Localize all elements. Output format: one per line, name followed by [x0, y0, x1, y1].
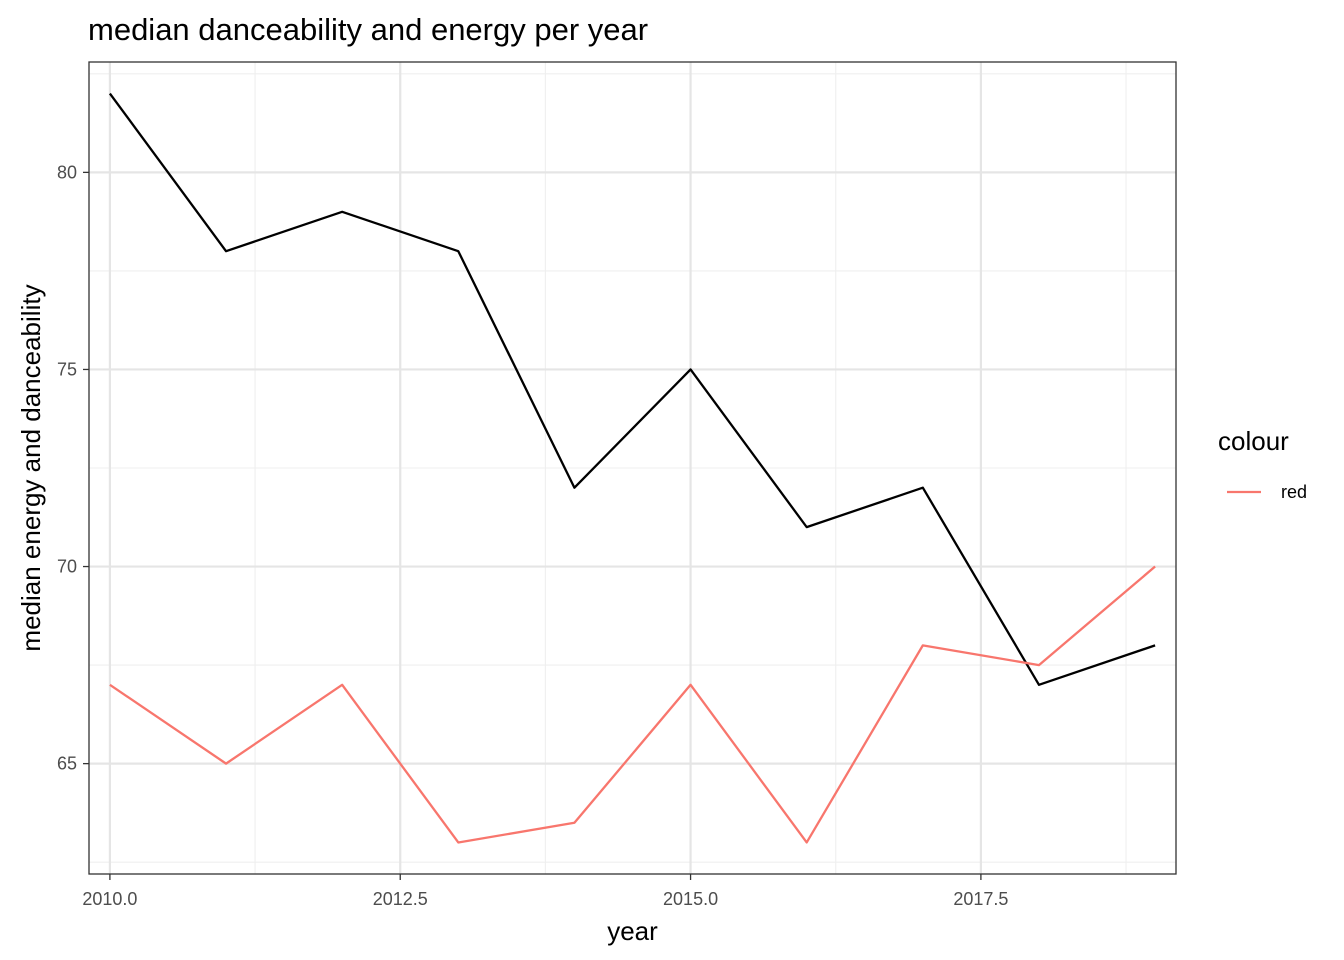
- minor-gridlines: [89, 62, 1176, 874]
- legend: colour red: [1218, 426, 1307, 502]
- y-tick-label: 75: [57, 359, 77, 379]
- series-line-black: [108, 92, 1156, 686]
- x-tick-label: 2015.0: [663, 889, 718, 909]
- y-tick-label: 80: [57, 162, 77, 182]
- x-tick-label: 2017.5: [953, 889, 1008, 909]
- y-axis-tick-labels: 65 70 75 80: [57, 162, 77, 773]
- major-gridlines: [89, 62, 1176, 874]
- series-line-red: [109, 565, 1156, 844]
- y-tick-label: 70: [57, 557, 77, 577]
- axis-ticks: [83, 171, 982, 880]
- legend-title: colour: [1218, 426, 1289, 456]
- chart-title: median danceability and energy per year: [88, 12, 648, 47]
- series-lines: [108, 92, 1156, 844]
- x-tick-label: 2012.5: [373, 889, 428, 909]
- y-tick-label: 65: [57, 754, 77, 774]
- legend-label: red: [1281, 482, 1307, 502]
- x-tick-label: 2010.0: [82, 889, 137, 909]
- x-axis-tick-labels: 2010.0 2012.5 2015.0 2017.5: [82, 889, 1008, 909]
- y-axis-title: median energy and danceability: [16, 284, 46, 651]
- plot-panel-border: [88, 61, 1177, 875]
- x-axis-title: year: [607, 916, 658, 946]
